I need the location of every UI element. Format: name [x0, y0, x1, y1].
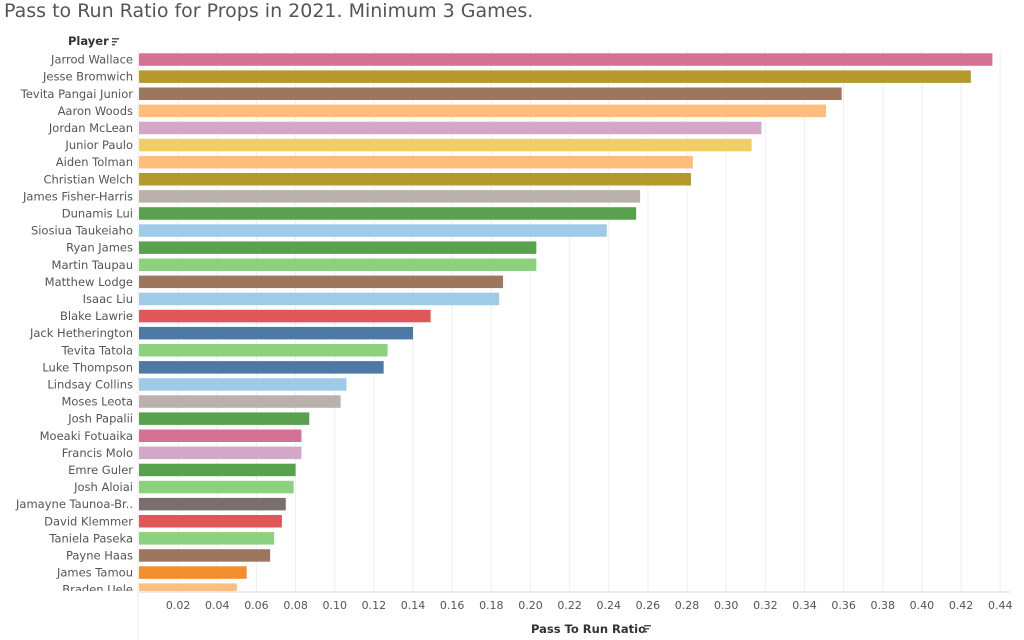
x-tick-label: 0.16: [440, 599, 465, 612]
bar[interactable]: [139, 138, 752, 152]
x-tick-label: 0.10: [322, 599, 347, 612]
bar[interactable]: [139, 190, 641, 203]
row-label[interactable]: Taniela Paseka: [48, 531, 133, 545]
row-label[interactable]: James Fisher-Harris: [22, 189, 133, 203]
bar[interactable]: [139, 275, 504, 289]
row-label[interactable]: Jack Hetherington: [29, 326, 133, 340]
x-tick-label: 0.44: [988, 599, 1013, 612]
row-label[interactable]: Moeaki Fotuaika: [40, 429, 133, 443]
row-label[interactable]: Martin Taupau: [52, 258, 133, 272]
x-tick-label: 0.30: [714, 599, 739, 612]
row-label[interactable]: James Tamou: [56, 566, 133, 580]
bar[interactable]: [139, 344, 388, 357]
x-tick-label: 0.08: [283, 599, 308, 612]
bar[interactable]: [139, 207, 637, 220]
row-label[interactable]: Ryan James: [66, 241, 133, 255]
row-label[interactable]: Dunamis Lui: [62, 206, 133, 220]
bar[interactable]: [139, 326, 414, 340]
bar[interactable]: [139, 378, 347, 391]
x-tick-label: 0.24: [597, 599, 622, 612]
x-tick-label: 0.34: [792, 599, 817, 612]
x-tick-label: 0.42: [949, 599, 974, 612]
row-label[interactable]: Tevita Tatola: [61, 343, 133, 357]
bar[interactable]: [139, 155, 693, 169]
row-label[interactable]: Aiden Tolman: [56, 155, 133, 169]
bar[interactable]: [139, 446, 302, 460]
row-label[interactable]: David Klemmer: [44, 514, 133, 528]
bar[interactable]: [139, 70, 971, 83]
bar[interactable]: [139, 463, 296, 477]
bar[interactable]: [139, 258, 537, 272]
row-label[interactable]: Isaac Liu: [83, 292, 133, 306]
x-tick-label: 0.36: [831, 599, 856, 612]
row-label[interactable]: Christian Welch: [43, 172, 133, 186]
bar[interactable]: [139, 104, 827, 118]
row-label[interactable]: Francis Molo: [62, 446, 133, 460]
row-label[interactable]: Siosiua Taukeiaho: [31, 224, 133, 238]
row-label[interactable]: Tevita Pangai Junior: [20, 87, 134, 101]
bar[interactable]: [139, 292, 500, 306]
bar[interactable]: [139, 53, 993, 66]
x-tick-label: 0.12: [362, 599, 387, 612]
bar[interactable]: [139, 309, 431, 323]
row-header-label: Player: [68, 34, 109, 48]
row-label[interactable]: Jordan McLean: [48, 121, 133, 135]
bar[interactable]: [139, 566, 247, 579]
row-label[interactable]: Emre Guler: [68, 463, 133, 477]
x-tick-label: 0.28: [675, 599, 700, 612]
x-tick-label: 0.38: [871, 599, 896, 612]
x-axis-label: Pass To Run Ratio: [531, 622, 646, 636]
bar[interactable]: [139, 429, 302, 443]
sort-icon[interactable]: [112, 38, 119, 46]
row-label[interactable]: Josh Aloiai: [73, 480, 133, 494]
row-label[interactable]: Jarrod Wallace: [50, 53, 133, 67]
bar[interactable]: [139, 532, 275, 545]
row-label[interactable]: Josh Papalii: [67, 412, 133, 426]
row-label[interactable]: Blake Lawrie: [60, 309, 133, 323]
x-tick-label: 0.22: [557, 599, 582, 612]
chart-title: Pass to Run Ratio for Props in 2021. Min…: [4, 0, 534, 22]
row-label[interactable]: Matthew Lodge: [45, 275, 133, 289]
row-label[interactable]: Moses Leota: [61, 395, 133, 409]
row-label[interactable]: Luke Thompson: [42, 360, 133, 374]
bar[interactable]: [139, 173, 691, 186]
x-tick-label: 0.14: [401, 599, 426, 612]
row-label[interactable]: Jamayne Taunoa-Br..: [15, 497, 133, 511]
bar[interactable]: [139, 224, 607, 237]
row-label[interactable]: Aaron Woods: [58, 104, 133, 118]
x-tick-label: 0.40: [910, 599, 935, 612]
x-tick-label: 0.20: [518, 599, 543, 612]
bar[interactable]: [139, 87, 842, 101]
row-label[interactable]: Lindsay Collins: [47, 377, 133, 391]
bar[interactable]: [139, 395, 341, 408]
row-label[interactable]: Jesse Bromwich: [42, 70, 133, 84]
x-tick-label: 0.04: [205, 599, 230, 612]
x-axis-title[interactable]: Pass To Run Ratio: [531, 622, 651, 636]
row-label[interactable]: Braden Uele: [62, 583, 133, 597]
bar[interactable]: [139, 515, 282, 528]
x-tick-label: 0.02: [166, 599, 191, 612]
bar[interactable]: [139, 241, 537, 254]
row-label[interactable]: Payne Haas: [66, 548, 133, 562]
row-label[interactable]: Junior Paulo: [64, 138, 133, 152]
bar[interactable]: [139, 583, 237, 596]
bar[interactable]: [139, 497, 286, 511]
row-header[interactable]: Player: [68, 34, 119, 48]
bar[interactable]: [139, 549, 271, 562]
x-tick-label: 0.06: [244, 599, 269, 612]
bar[interactable]: [139, 361, 384, 374]
sort-icon[interactable]: [644, 625, 651, 633]
bar[interactable]: [139, 412, 310, 425]
x-tick-label: 0.32: [753, 599, 778, 612]
bar[interactable]: [139, 121, 762, 135]
x-tick-label: 0.26: [636, 599, 661, 612]
bar[interactable]: [139, 480, 294, 494]
x-tick-label: 0.18: [479, 599, 504, 612]
